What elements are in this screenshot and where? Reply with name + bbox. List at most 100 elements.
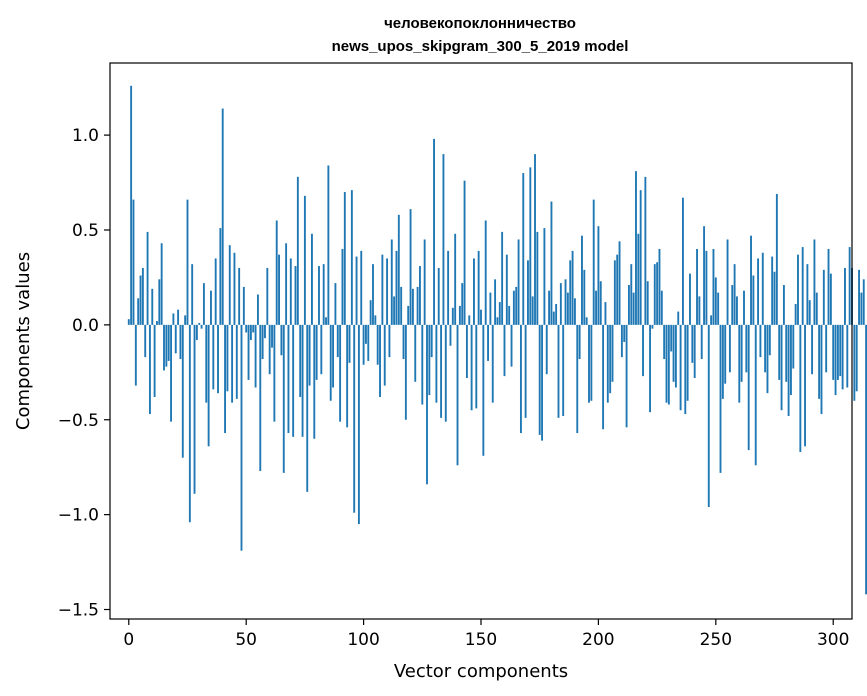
bar-component-53 [252, 324, 255, 333]
bar-component-234 [677, 311, 680, 325]
bar-component-226 [658, 248, 661, 325]
bar-component-24 [184, 315, 187, 325]
bar-component-290 [808, 300, 811, 325]
bar-component-239 [689, 273, 691, 325]
bar-component-219 [642, 324, 644, 377]
bar-component-231 [670, 324, 673, 352]
bar-component-297 [825, 324, 828, 373]
bar-component-133 [440, 324, 443, 418]
bar-component-58 [264, 324, 266, 339]
bar-component-284 [794, 304, 797, 325]
bar-component-13 [158, 279, 161, 325]
bar-component-162 [508, 305, 511, 325]
bar-component-203 [604, 302, 607, 325]
x-axis-ticks: 0 50 100 150 200 250 300 [123, 619, 849, 650]
bar-component-167 [519, 324, 522, 434]
bar-component-35 [210, 290, 212, 325]
bar-component-267 [754, 324, 757, 466]
bar-component-163 [510, 324, 513, 367]
bar-component-36 [212, 324, 215, 390]
x-tick-label: 150 [465, 630, 497, 650]
bar-component-245 [703, 226, 706, 325]
bar-component-68 [287, 324, 290, 434]
bar-component-149 [477, 250, 480, 325]
bar-component-225 [656, 262, 659, 325]
bar-component-285 [797, 254, 799, 325]
bar-component-182 [555, 304, 558, 325]
bar-component-105 [374, 315, 377, 325]
bar-component-276 [775, 193, 778, 325]
bar-component-212 [625, 324, 628, 428]
bar-component-186 [564, 279, 567, 325]
bar-component-71 [294, 266, 297, 325]
bar-component-309 [853, 324, 856, 401]
y-tick-label: 1.0 [72, 126, 99, 146]
bar-component-100 [362, 324, 365, 365]
bar-component-109 [383, 324, 386, 386]
y-tick-label: −1.5 [58, 601, 99, 621]
bar-component-116 [400, 286, 403, 325]
bar-component-218 [639, 190, 642, 325]
bar-component-274 [771, 256, 774, 325]
bar-component-123 [416, 286, 419, 325]
bar-component-171 [529, 167, 532, 325]
bar-component-205 [609, 324, 612, 394]
bar-component-70 [292, 324, 295, 437]
bar-component-304 [841, 324, 844, 390]
bar-component-81 [318, 266, 320, 325]
y-axis-ticks: −1.5 −1.0 −0.5 0.0 0.5 1.0 [58, 126, 110, 621]
bar-component-21 [177, 309, 180, 325]
bar-component-157 [496, 317, 499, 325]
bar-component-2 [132, 199, 135, 325]
bar-component-246 [705, 250, 708, 325]
bar-component-194 [583, 269, 586, 325]
bar-component-312 [860, 292, 863, 325]
bar-component-15 [163, 324, 165, 371]
bar-component-120 [409, 209, 412, 325]
y-tick-label: 0.5 [72, 221, 99, 241]
bar-component-209 [618, 241, 621, 325]
bar-component-208 [616, 254, 619, 325]
bar-component-283 [792, 324, 795, 369]
bar-component-17 [167, 324, 170, 361]
bar-component-12 [156, 321, 158, 325]
bar-component-88 [334, 283, 337, 325]
bar-component-154 [489, 292, 492, 325]
bar-component-300 [832, 324, 835, 380]
bar-component-168 [522, 173, 525, 325]
bar-component-256 [728, 324, 731, 373]
bar-component-185 [562, 324, 565, 416]
bar-component-37 [214, 258, 217, 325]
bar-component-249 [712, 248, 715, 325]
bar-component-164 [512, 290, 515, 325]
bar-component-63 [275, 220, 278, 325]
bar-component-215 [632, 292, 635, 325]
bar-component-74 [301, 324, 304, 437]
bar-component-142 [461, 283, 464, 325]
chart-title-model: news_upos_skipgram_300_5_2019 model [332, 38, 629, 55]
bar-component-143 [463, 180, 466, 325]
bar-component-67 [285, 243, 288, 325]
bar-component-5 [139, 275, 142, 325]
bar-component-59 [266, 267, 269, 325]
bar-component-314 [865, 324, 867, 595]
bar-component-244 [700, 324, 703, 360]
bar-component-268 [757, 258, 760, 325]
bar-component-257 [731, 285, 734, 325]
bar-component-30 [198, 322, 201, 325]
bar-component-289 [806, 264, 809, 325]
bar-component-259 [736, 296, 738, 325]
bar-component-27 [191, 264, 194, 325]
bar-component-57 [261, 324, 264, 360]
bar-component-305 [844, 267, 846, 325]
y-tick-label: −1.0 [58, 506, 99, 526]
bar-component-11 [153, 324, 156, 397]
bar-component-252 [719, 324, 722, 473]
bar-component-242 [696, 248, 698, 325]
bar-component-139 [454, 233, 457, 325]
bar-component-177 [543, 228, 546, 325]
bar-component-64 [278, 254, 280, 325]
y-tick-label: −0.5 [58, 411, 99, 431]
bar-component-221 [646, 281, 649, 325]
bar-component-19 [172, 313, 175, 325]
